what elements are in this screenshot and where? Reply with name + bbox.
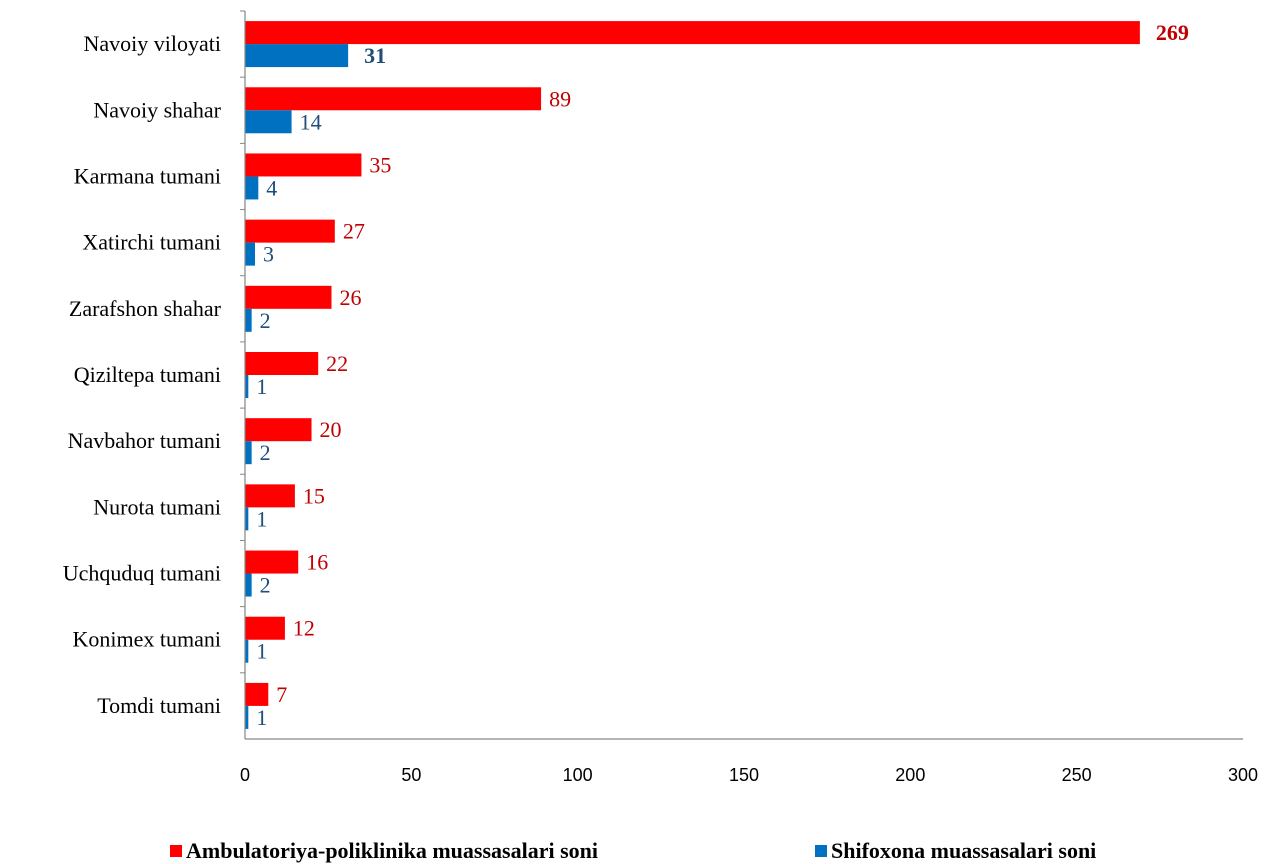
legend-swatch-shifoxona	[815, 845, 827, 857]
bar-ambulatoriya-konimex-tumani	[245, 616, 285, 640]
bar-shifoxona-zarafshon-shahar	[245, 308, 252, 332]
value-label-ambulatoriya-qiziltepa-tumani: 22	[326, 351, 348, 376]
value-label-ambulatoriya-navoiy-shahar: 89	[549, 86, 571, 111]
value-label-shifoxona-navbahor-tumani: 2	[260, 440, 271, 465]
value-label-shifoxona-karmana-tumani: 4	[266, 175, 277, 200]
legend-swatch-ambulatoriya	[170, 845, 182, 857]
value-label-ambulatoriya-uchquduq-tumani: 16	[306, 550, 328, 575]
value-label-ambulatoriya-xatirchi-tumani: 27	[343, 219, 365, 244]
x-tick-label-50: 50	[401, 765, 421, 785]
value-label-ambulatoriya-zarafshon-shahar: 26	[339, 285, 361, 310]
bar-ambulatoriya-karmana-tumani	[245, 153, 362, 177]
bar-shifoxona-qiziltepa-tumani	[245, 375, 249, 398]
category-label-navbahor-tumani: Navbahor tumani	[68, 428, 221, 453]
value-label-ambulatoriya-navbahor-tumani: 20	[320, 417, 342, 442]
bar-ambulatoriya-navoiy-viloyati	[245, 21, 1140, 45]
x-tick-label-100: 100	[563, 765, 593, 785]
legend-item-ambulatoriya: Ambulatoriya-poliklinika muassasalari so…	[170, 838, 598, 864]
bar-ambulatoriya-qiziltepa-tumani	[245, 352, 319, 375]
legend-label-ambulatoriya: Ambulatoriya-poliklinika muassasalari so…	[186, 838, 598, 863]
bar-shifoxona-konimex-tumani	[245, 639, 249, 663]
bar-ambulatoriya-tomdi-tumani	[245, 682, 269, 706]
bar-shifoxona-nurota-tumani	[245, 507, 249, 531]
bar-ambulatoriya-navoiy-shahar	[245, 87, 542, 111]
bar-shifoxona-xatirchi-tumani	[245, 242, 255, 266]
category-label-navoiy-shahar: Navoiy shahar	[93, 97, 221, 122]
value-label-shifoxona-tomdi-tumani: 1	[256, 705, 267, 730]
category-label-karmana-tumani: Karmana tumani	[74, 163, 221, 188]
value-label-shifoxona-navoiy-shahar: 14	[300, 109, 322, 134]
value-label-ambulatoriya-navoiy-viloyati: 269	[1156, 20, 1189, 45]
value-label-shifoxona-konimex-tumani: 1	[256, 639, 267, 664]
legend: Ambulatoriya-poliklinika muassasalari so…	[0, 838, 1274, 864]
category-label-navoiy-viloyati: Navoiy viloyati	[84, 31, 221, 56]
x-tick-label-250: 250	[1062, 765, 1092, 785]
legend-item-shifoxona: Shifoxona muassasalari soni	[815, 838, 1096, 864]
x-tick-label-300: 300	[1228, 765, 1258, 785]
category-label-zarafshon-shahar: Zarafshon shahar	[69, 296, 222, 321]
x-tick-label-150: 150	[729, 765, 759, 785]
category-label-tomdi-tumani: Tomdi tumani	[97, 693, 221, 718]
category-label-nurota-tumani: Nurota tumani	[93, 494, 221, 519]
bar-shifoxona-navoiy-viloyati	[245, 44, 349, 68]
bar-ambulatoriya-navbahor-tumani	[245, 418, 312, 442]
legend-label-shifoxona: Shifoxona muassasalari soni	[831, 838, 1097, 863]
bars-layer	[245, 21, 1140, 729]
bar-shifoxona-navoiy-shahar	[245, 110, 292, 134]
bar-shifoxona-karmana-tumani	[245, 176, 259, 200]
bar-shifoxona-navbahor-tumani	[245, 441, 252, 465]
bar-ambulatoriya-zarafshon-shahar	[245, 285, 332, 309]
category-label-uchquduq-tumani: Uchquduq tumani	[63, 561, 221, 586]
bar-ambulatoriya-nurota-tumani	[245, 484, 295, 508]
bar-shifoxona-tomdi-tumani	[245, 705, 249, 729]
category-label-qiziltepa-tumani: Qiziltepa tumani	[74, 362, 221, 387]
value-label-shifoxona-navoiy-viloyati: 31	[364, 43, 386, 68]
category-label-konimex-tumani: Konimex tumani	[73, 627, 221, 652]
value-label-shifoxona-zarafshon-shahar: 2	[260, 308, 271, 333]
bar-shifoxona-uchquduq-tumani	[245, 573, 252, 597]
axis-layer: 0 50 100 150 200 250 300	[240, 10, 1258, 785]
value-label-ambulatoriya-karmana-tumani: 35	[369, 152, 391, 177]
value-label-ambulatoriya-tomdi-tumani: 7	[276, 682, 287, 707]
x-tick-label-200: 200	[895, 765, 925, 785]
value-label-ambulatoriya-konimex-tumani: 12	[293, 616, 315, 641]
bar-ambulatoriya-xatirchi-tumani	[245, 219, 335, 243]
value-label-shifoxona-xatirchi-tumani: 3	[263, 242, 274, 267]
value-label-ambulatoriya-nurota-tumani: 15	[303, 483, 325, 508]
value-label-shifoxona-qiziltepa-tumani: 1	[256, 374, 267, 399]
bar-ambulatoriya-uchquduq-tumani	[245, 550, 299, 574]
x-tick-label-0: 0	[240, 765, 250, 785]
category-label-xatirchi-tumani: Xatirchi tumani	[82, 230, 221, 255]
value-label-shifoxona-nurota-tumani: 1	[256, 506, 267, 531]
value-label-shifoxona-uchquduq-tumani: 2	[260, 573, 271, 598]
